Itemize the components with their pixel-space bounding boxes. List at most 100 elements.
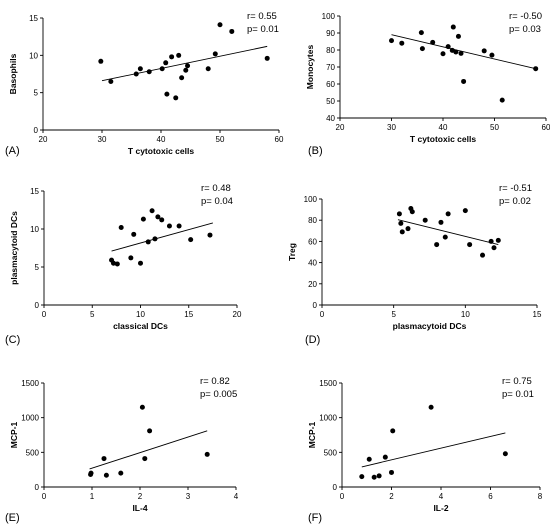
panel-c-stat-p: p= 0.04 — [201, 196, 233, 207]
panel-c-x-tick-label: 20 — [233, 310, 242, 319]
panel-c-x-tick-label: 10 — [136, 310, 145, 319]
panel-f-y-tick-label: 1000 — [319, 414, 337, 423]
panel-b-tag: (B) — [308, 145, 323, 157]
panel-d-x-tick-label: 15 — [533, 310, 542, 319]
panel-b-stat-p: p= 0.03 — [509, 24, 541, 35]
panel-d-data-point — [398, 220, 404, 226]
panel-a-y-tick-label: 5 — [34, 89, 39, 98]
panel-f-stat-r: r= 0.75 — [502, 376, 532, 387]
panel-a-data-point — [176, 52, 182, 58]
panel-e-data-point — [101, 456, 107, 462]
panel-c-x-axis-title: classical DCs — [113, 321, 168, 331]
panel-a-y-axis-title: Basophils — [8, 53, 18, 94]
panel-b-y-axis-title: Monocytes — [305, 45, 315, 90]
panel-f-data-point — [359, 474, 365, 480]
panel-a-data-point — [137, 66, 143, 72]
panel-e-x-tick-label: 3 — [186, 492, 191, 501]
panel-e-x-tick-label: 2 — [138, 492, 143, 501]
panel-b-data-point — [440, 51, 446, 57]
panel-e-stat-r: r= 0.82 — [200, 376, 230, 387]
panel-c-data-point — [145, 239, 151, 245]
panel-d-data-point — [409, 209, 415, 215]
panel-f-stat-p: p= 0.01 — [502, 389, 534, 400]
panel-a-data-point — [98, 58, 104, 64]
panel-a-y-tick-label: 0 — [34, 126, 39, 135]
panel-c-data-point — [138, 260, 143, 266]
panel-d-regression-line — [397, 219, 499, 246]
panel-c-data-point — [176, 223, 182, 229]
panel-a-data-point — [163, 60, 169, 66]
panel-a-data-point — [133, 71, 139, 77]
panel-d-data-point — [422, 217, 428, 223]
panel-a-data-point — [264, 55, 270, 61]
panel-a-data-point — [185, 63, 191, 69]
panel-c-y-tick-label: 15 — [30, 187, 39, 196]
panel-f-x-tick-label: 4 — [439, 492, 444, 501]
panel-e-data-point — [103, 472, 109, 478]
panel-d-data-point — [488, 238, 494, 244]
panel-b-x-tick-label: 60 — [542, 123, 550, 132]
panel-c-y-tick-label: 0 — [35, 301, 40, 310]
panel-f-data-point — [502, 451, 508, 457]
panel-e-data-point — [142, 456, 148, 462]
panel-c-tag: (C) — [5, 334, 20, 346]
panel-c-x-tick-label: 5 — [90, 310, 95, 319]
panel-b-data-point — [399, 40, 405, 46]
panel-b-y-tick-label: 80 — [326, 46, 335, 55]
panel-e-x-tick-label: 0 — [42, 492, 47, 501]
panel-c-data-point — [152, 236, 158, 242]
panel-b-regression-line — [391, 34, 536, 70]
panel-e-y-axis-title: MCP-1 — [9, 422, 19, 449]
panel-b-y-tick-label: 100 — [322, 12, 336, 21]
panel-d-y-axis-title: Treg — [287, 243, 297, 261]
panel-a-x-tick-label: 40 — [157, 135, 166, 144]
panel-e-data-point — [118, 470, 124, 476]
panel-d-stat-r: r= -0.51 — [499, 183, 532, 194]
panel-c-data-point — [140, 216, 146, 222]
panel-f-y-axis-title: MCP-1 — [307, 422, 317, 449]
panel-e-x-axis-title: IL-4 — [132, 503, 147, 513]
panel-a-x-axis-title: T cytotoxic cells — [128, 146, 194, 156]
panel-b-x-tick-label: 20 — [336, 123, 345, 132]
panel-d-y-tick-label: 80 — [308, 216, 317, 225]
panel-f-data-point — [366, 456, 372, 462]
panel-a-data-point — [212, 51, 218, 57]
panel-f-data-point — [371, 474, 377, 480]
panel-a-data-point — [146, 69, 152, 75]
panel-c-data-point — [114, 261, 120, 267]
panel-b-y-tick-label: 90 — [326, 29, 335, 38]
panel-a-y-tick-label: 10 — [29, 51, 38, 60]
panel-c-data-point — [149, 208, 155, 214]
panel-a-data-point — [108, 78, 114, 84]
panel-b-x-tick-label: 30 — [387, 123, 396, 132]
panel-a-regression-line — [101, 45, 268, 82]
panel-f-y-tick-label: 0 — [333, 483, 338, 492]
panel-b-data-point — [419, 46, 425, 52]
panel-a-data-point — [164, 91, 170, 97]
panel-d-stat-p: p= 0.02 — [499, 196, 531, 207]
panel-e-x-tick-label: 1 — [90, 492, 95, 501]
panel-a-x-tick-label: 20 — [39, 135, 48, 144]
panel-a-stat-r: r= 0.55 — [247, 11, 277, 22]
panel-a-data-point — [229, 28, 235, 34]
panel-f-x-axis-title: IL-2 — [433, 503, 448, 513]
panel-d-data-point — [442, 234, 448, 240]
panel-a-data-point — [169, 54, 175, 60]
panel-b-data-point — [453, 49, 459, 55]
panel-c-data-point — [128, 255, 134, 261]
panel-d-x-tick-label: 10 — [461, 310, 470, 319]
panel-c-data-point — [188, 237, 194, 243]
panel-d-data-point — [405, 226, 411, 232]
panel-f-data-point — [382, 454, 388, 460]
panel-b-stat-r: r= -0.50 — [509, 11, 542, 22]
panel-c-y-tick-label: 10 — [30, 225, 39, 234]
panel-f-x-tick-label: 0 — [340, 492, 345, 501]
panel-b-data-point — [389, 38, 394, 44]
panel-b-data-point — [533, 66, 539, 72]
panel-c-y-tick-label: 5 — [35, 263, 40, 272]
panel-b-data-point — [455, 33, 461, 39]
panel-f-x-tick-label: 6 — [488, 492, 493, 501]
panel-e-tag: (E) — [5, 512, 20, 524]
panel-e-regression-line — [89, 430, 208, 470]
panel-e-y-tick-label: 1500 — [21, 379, 39, 388]
